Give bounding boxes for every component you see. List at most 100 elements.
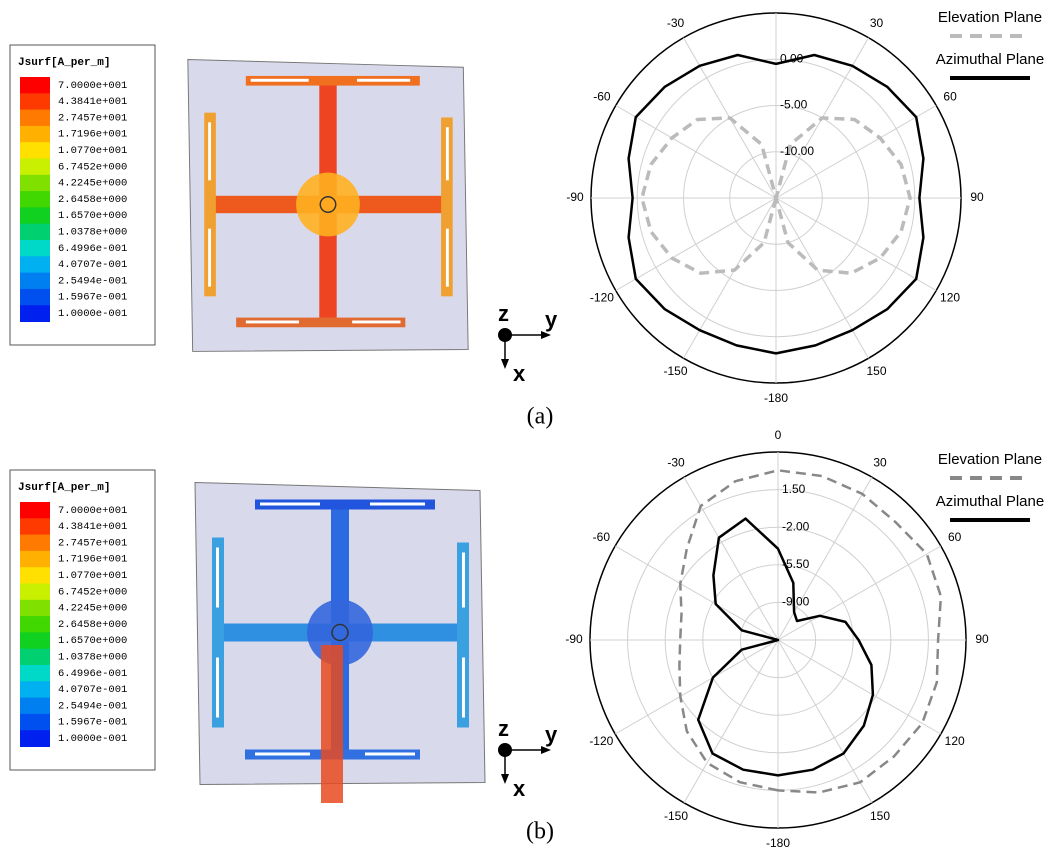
colorbar-swatch (20, 649, 50, 666)
theta-tick-label: 90 (975, 632, 989, 646)
colorbar-label: 2.7457e+001 (58, 537, 127, 549)
colorbar-label: 1.5967e-001 (58, 292, 127, 304)
colorbar-label: 4.0707e-001 (58, 684, 127, 696)
arrow-head (541, 331, 551, 339)
grid-spoke (615, 546, 778, 640)
axis-label-y: y (545, 722, 558, 747)
colorbar-swatch (20, 730, 50, 747)
colorbar-swatch (20, 289, 50, 306)
colorbar-swatch (20, 159, 50, 176)
theta-tick-label: 60 (948, 530, 962, 544)
legend-label: Elevation Plane (938, 451, 1042, 468)
colorbar-label: 1.7196e+001 (58, 129, 127, 141)
axis-triads: z y x z y x (498, 301, 558, 801)
colorbar-swatch (20, 681, 50, 698)
colorbar-swatch (20, 273, 50, 290)
theta-tick-label: 30 (873, 456, 887, 470)
colorbar-swatch (20, 191, 50, 208)
colorbar-label: 1.6570e+000 (58, 635, 127, 647)
colorbar-label: 2.5494e-001 (58, 700, 127, 712)
colorbar-label: 1.0770e+001 (58, 145, 127, 157)
colorbar-label: 1.0000e-001 (58, 308, 127, 320)
axis-label-x: x (513, 776, 526, 801)
colorbar-swatch (20, 224, 50, 241)
r-tick-label: -5.00 (780, 98, 808, 112)
axis-origin (498, 328, 512, 342)
colorbar-swatch (20, 110, 50, 127)
colorbar-label: 4.2245e+000 (58, 603, 127, 615)
colorbar-label: 7.0000e+001 (58, 80, 127, 92)
grid-spoke (684, 477, 778, 640)
colorbar-swatch (20, 567, 50, 584)
r-tick-label: -5.50 (782, 557, 810, 571)
colorbar-swatch (20, 256, 50, 273)
colorbar-swatch (20, 126, 50, 143)
series-line (679, 470, 941, 792)
axis-label-y: y (545, 307, 558, 332)
grid-spoke (776, 198, 869, 358)
colorbar-swatch (20, 551, 50, 568)
theta-tick-label: -180 (766, 836, 790, 850)
colorbar-label: 2.7457e+001 (58, 112, 127, 124)
colorbar-label: 1.0378e+000 (58, 651, 127, 663)
colorbar-swatch (20, 632, 50, 649)
r-tick-label: -2.00 (782, 519, 810, 533)
colorbar-label: 2.6458e+000 (58, 619, 127, 631)
axis-label-x: x (513, 361, 526, 386)
colorbar-label: 1.0770e+001 (58, 570, 127, 582)
colorbar-swatch (20, 714, 50, 731)
legend-label: Azimuthal Plane (936, 493, 1044, 510)
theta-tick-label: 60 (943, 90, 957, 104)
theta-tick-label: 30 (870, 16, 884, 30)
theta-tick-label: -30 (667, 16, 685, 30)
antenna-a (188, 60, 468, 352)
colorbar-swatch (20, 518, 50, 535)
colorbar-swatch (20, 77, 50, 94)
theta-tick-label: -60 (593, 530, 611, 544)
antenna-b (195, 483, 485, 804)
grid-spoke (615, 640, 778, 734)
colorbar-swatch (20, 305, 50, 322)
grid-spoke (778, 640, 941, 734)
colorbar-label: 1.7196e+001 (58, 554, 127, 566)
theta-tick-label: -150 (663, 364, 687, 378)
colorbar-label: 6.4996e-001 (58, 243, 127, 255)
legend-label: Elevation Plane (938, 9, 1042, 26)
theta-tick-label: 0 (773, 0, 780, 3)
colorbar-swatch (20, 600, 50, 617)
colorbar-label: 1.6570e+000 (58, 210, 127, 222)
theta-tick-label: -30 (667, 456, 685, 470)
r-tick-label: 0.00 (780, 51, 804, 65)
colorbar-swatch (20, 142, 50, 159)
colorbar-swatch (20, 665, 50, 682)
colorbar-swatch (20, 584, 50, 601)
grid-spoke (776, 198, 936, 291)
axis-origin (498, 743, 512, 757)
colorbar-swatch (20, 175, 50, 192)
theta-tick-label: -90 (565, 632, 583, 646)
colorbar-swatch (20, 240, 50, 257)
colorbar-label: 6.7452e+000 (58, 586, 127, 598)
theta-tick-label: -120 (590, 291, 614, 305)
arrow-head (541, 746, 551, 754)
colorbar-label: 7.0000e+001 (58, 505, 127, 517)
colorbar-swatch (20, 535, 50, 552)
r-tick-label: -10.00 (780, 144, 814, 158)
colorbar-label: 2.6458e+000 (58, 194, 127, 206)
theta-tick-label: 150 (866, 364, 886, 378)
colorbar-swatch (20, 616, 50, 633)
colorbar-label: 4.0707e-001 (58, 259, 127, 271)
colorbar-label: 1.0000e-001 (58, 733, 127, 745)
theta-tick-label: 90 (970, 190, 984, 204)
colorbar-label: 2.5494e-001 (58, 275, 127, 287)
theta-tick-label: 120 (945, 734, 965, 748)
colorbar-label: 1.5967e-001 (58, 717, 127, 729)
theta-tick-label: -150 (664, 809, 688, 823)
colorbar-label: 4.3841e+001 (58, 96, 127, 108)
axis-label-z: z (498, 716, 509, 741)
axis-label-z: z (498, 301, 509, 326)
panel-caption: (b) (526, 819, 554, 845)
colorbar-label: 1.0378e+000 (58, 226, 127, 238)
grid-spoke (616, 198, 776, 291)
colorbar-swatch (20, 93, 50, 110)
